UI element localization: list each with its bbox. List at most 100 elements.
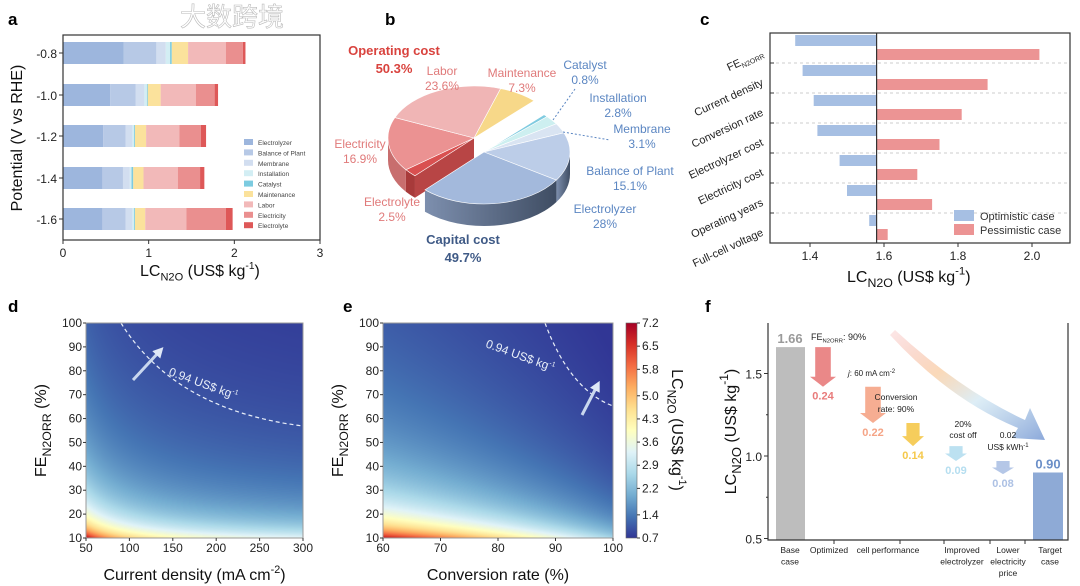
step-value-label: 0.14 [902, 450, 924, 462]
bar-value-label: 1.66 [777, 331, 802, 346]
legend-swatch [244, 159, 253, 166]
text-part: : 60 mA cm [850, 369, 890, 378]
annotation-conversion: Conversion [875, 392, 918, 402]
slice-percent-label: 0.8% [571, 73, 599, 87]
legend-swatch [954, 210, 974, 221]
slice-percent-label: 2.8% [604, 106, 632, 120]
overall-trend-arrow-icon [890, 330, 1045, 440]
superscript: -2 [271, 564, 281, 576]
y-tick-label: 10 [69, 531, 83, 545]
pie-slice-electricity [387, 117, 475, 171]
colorbar-tick-label: 5.8 [642, 362, 659, 376]
y-tick-label: 40 [69, 459, 83, 473]
y-tick-label: 20 [69, 507, 83, 521]
x-tick-label: 200 [206, 541, 226, 555]
superscript: -1 [548, 360, 556, 369]
bar-segment-electricity [225, 42, 243, 64]
y-tick-label: 60 [366, 412, 380, 426]
legend-swatch [954, 224, 974, 235]
bar-segment-membrane [125, 125, 133, 147]
contour-line [120, 322, 304, 427]
y-tick-label: 10 [366, 531, 380, 545]
annotation-electricity-unit: US$ kWh-1 [987, 442, 1029, 452]
category-label: electricity [990, 557, 1026, 567]
y-tick-label: 30 [69, 483, 83, 497]
bar-segment-balance-of-plant [110, 84, 136, 106]
annotation-fe: FEN2ORR: 90% [811, 332, 866, 344]
y-tick-label: 20 [366, 507, 380, 521]
step-value-label: 0.24 [812, 391, 834, 403]
slice-percent-label: 2.5% [378, 210, 406, 224]
step-value-label: 0.09 [945, 465, 966, 477]
panel-label-e: e [343, 297, 352, 316]
y-tick-label: 1.0 [745, 450, 762, 464]
legend-label: Electricity [258, 213, 287, 220]
bar-pessimistic [876, 79, 988, 90]
colorbar-tick-label: 0.7 [642, 531, 659, 545]
bar-segment-electrolyzer [63, 125, 104, 147]
bar-segment-labor [160, 84, 196, 106]
x-tick-label: 1 [145, 246, 152, 260]
slice-name-label: Installation [589, 91, 646, 105]
step-value-label: 0.22 [862, 427, 883, 439]
y-tick-label: 0.5 [745, 533, 762, 547]
slice-percent-label: 3.1% [628, 137, 656, 151]
panel-label-c: c [700, 10, 709, 29]
legend-label: Balance of Plant [258, 150, 306, 157]
panel-f-waterfall-chart: 1.66 0.90 0.24 0.22 0.14 0.09 0.08 FEN2ORR: 90%… [717, 323, 1069, 578]
y-tick-label: 50 [69, 435, 83, 449]
bar-optimistic [795, 35, 877, 46]
group-name-label: Capital cost [426, 232, 500, 247]
panel-label-a: a [8, 10, 18, 29]
bar-segment-maintenance [171, 42, 189, 64]
y-tick-label: 90 [69, 340, 83, 354]
pie-side-electrolyte [405, 169, 415, 198]
bar-optimistic [839, 155, 877, 166]
category-label: price [999, 568, 1018, 578]
bar-pessimistic [876, 229, 888, 240]
colorbar-tick-label: 6.5 [642, 339, 659, 353]
legend-swatch [244, 170, 253, 177]
y-axis-title: FEN2ORR (%) [33, 384, 54, 477]
bar-segment-installation [132, 208, 135, 230]
x-tick-label: 70 [434, 541, 448, 555]
y-tick-label: 80 [366, 364, 380, 378]
y-axis-title: LCN2O (US$ kg-1) [717, 369, 744, 494]
direction-arrow [580, 387, 598, 416]
bar-segment-electricity [179, 125, 201, 147]
text-part: Current density (mA cm [103, 567, 270, 584]
subscript: N2O [729, 447, 744, 474]
arrow-head-icon [152, 347, 164, 359]
pie-side-electricity [388, 138, 406, 192]
y-tick-label: 1.5 [745, 368, 762, 382]
bar-segment-electrolyte [200, 125, 207, 147]
subscript: N2ORR [741, 53, 766, 70]
annotation-electricity: 0.02 [1000, 430, 1017, 440]
text-part: : 90% [843, 332, 866, 342]
bar-segment-catalyst [134, 208, 135, 230]
bar-segment-balance-of-plant [123, 42, 157, 64]
step-down-arrow-icon [902, 423, 924, 447]
bar-segment-electrolyte [225, 208, 233, 230]
y-tick-label: -1.2 [36, 130, 57, 144]
colorbar [625, 322, 638, 539]
superscript: -1 [676, 476, 688, 486]
y-tick-label: 50 [366, 435, 380, 449]
text-part: ) [965, 269, 970, 286]
slice-name-label: Electrolyte [364, 195, 420, 209]
pie-cut-face [414, 138, 474, 198]
legend-swatch [244, 222, 253, 229]
category-label: case [1041, 557, 1059, 567]
text-part: ) [668, 486, 685, 491]
legend-label: Maintenance [258, 192, 296, 199]
slice-name-label: Balance of Plant [586, 164, 674, 178]
text-part: (US$ kg [183, 263, 245, 280]
legend-label: Optimistic case [980, 211, 1055, 223]
subscript: N2ORR [40, 413, 54, 456]
bar-segment-labor [146, 125, 180, 147]
category-label: Lower [996, 545, 1019, 555]
bar-segment-electrolyzer [63, 208, 103, 230]
panel-b-pie-chart: Maintenance7.3%Catalyst0.8%Installation2… [334, 43, 674, 265]
